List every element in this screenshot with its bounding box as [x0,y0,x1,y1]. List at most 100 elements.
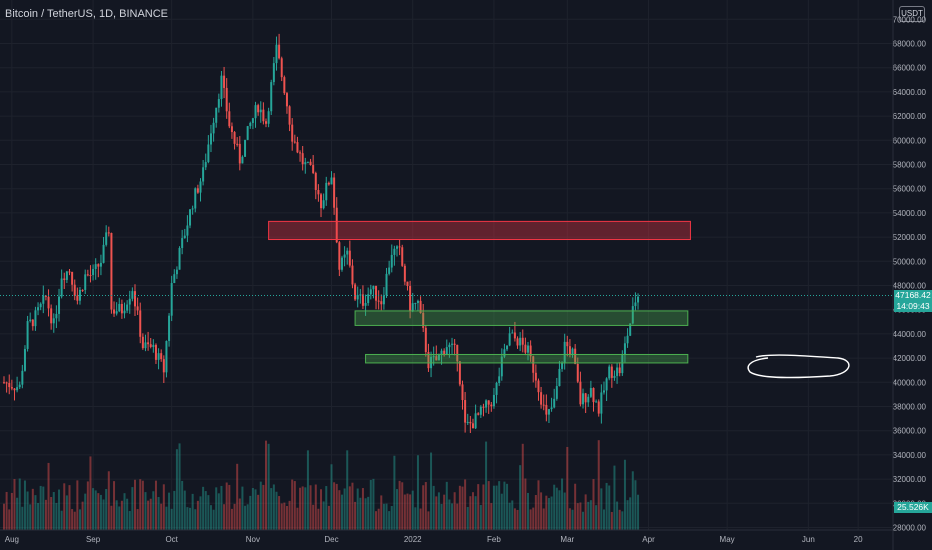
candle-body [312,165,315,174]
volume-bar [37,503,40,530]
volume-bar [209,505,212,530]
volume-bar [456,503,459,530]
candle-body [105,232,108,245]
bar-countdown: 14:09:43 [896,300,930,311]
volume-bar [120,500,123,530]
volume-bar [610,511,613,530]
volume-bar [608,485,611,530]
candle-body [47,296,50,309]
support-zone[interactable] [354,310,689,326]
volume-bar [566,446,569,530]
volume-bar [623,459,626,530]
y-tick-label: 60000.00 [893,136,927,145]
volume-bar [301,486,304,530]
volume-bar [47,462,50,530]
x-tick-label: Feb [487,535,501,544]
volume-bar [621,511,624,530]
candle-body [453,343,456,345]
volume-bar [584,494,587,530]
candle-body [498,376,501,383]
candle-body [629,323,632,336]
volume-bar [26,491,29,530]
candle-body [113,309,116,314]
volume-bar [254,489,257,530]
volume-bar [42,486,45,530]
volume-bar [576,503,579,530]
candle-body [398,246,401,248]
volume-bar [194,509,197,530]
candle-body [626,335,629,344]
y-tick-label: 54000.00 [893,209,927,218]
volume-bar [89,456,92,530]
volume-bar [532,507,535,530]
currency-button[interactable]: USDT [899,6,925,22]
volume-bar [223,504,226,530]
candle-body [508,333,511,346]
volume-bar [364,498,367,530]
volume-bar [165,506,168,530]
candle-body [168,315,171,341]
price-axis[interactable]: 28000.0030000.0032000.0034000.0036000.00… [892,0,927,550]
candle-body [419,300,422,313]
volume-bar [443,494,446,530]
volume-bar [3,503,5,530]
candle-body [306,161,309,163]
y-tick-label: 42000.00 [893,354,927,363]
candle-body [382,295,385,305]
candle-body [225,87,228,112]
volume-bar [437,492,440,530]
volume-bar [31,488,34,530]
symbol-title[interactable]: Bitcoin / TetherUS, 1D, BINANCE [5,8,169,20]
volume-bar [508,502,511,530]
candle-body [487,400,490,405]
candle-body [582,393,585,405]
candle-body [414,302,417,304]
volume-bar [92,488,95,530]
volume-bar [634,480,637,530]
candle-body [241,156,244,164]
volume-bar [396,489,398,530]
candle-body [532,356,535,373]
volume-bar [440,504,443,530]
volume-bar [458,485,461,530]
resistance-zone[interactable] [268,220,691,241]
candle-body [283,77,286,94]
time-axis[interactable]: Aug Sep Oct Nov Dec 2022 Feb Mar Apr May Jun 20 [0,529,893,544]
volume-bar [333,482,336,530]
volume-bar [605,482,608,530]
volume-bar [495,485,498,530]
volume-bar [563,492,566,530]
candle-body [31,319,34,327]
volume-bar [107,471,110,530]
x-tick-label: 2022 [404,535,422,544]
candle-body [600,392,603,414]
candle-body [466,421,469,423]
volume-bar [81,501,84,530]
support-zone[interactable] [365,353,689,364]
candle-body [322,200,325,209]
volume-bar [105,488,108,530]
volume-bar [419,508,422,530]
candle-body [120,303,123,314]
y-tick-label: 28000.00 [893,524,927,533]
chart-grid [0,0,893,530]
volume-bar [249,495,252,530]
candle-body [524,344,527,353]
ellipse-drawing[interactable] [747,354,850,379]
volume-bar [390,505,393,530]
volume-bar [445,481,448,530]
volume-bar [385,503,388,530]
volume-bar [503,481,506,530]
volume-bar [401,482,404,530]
candle-body [55,313,58,319]
volume-bar [527,492,529,530]
y-tick-label: 56000.00 [893,185,927,194]
candle-body [217,99,220,108]
volume-bar [123,493,126,530]
volume-bar [259,481,262,530]
candle-body [186,225,189,236]
volume-bar [380,495,383,530]
volume-bar [78,509,81,530]
candle-body [89,275,92,277]
